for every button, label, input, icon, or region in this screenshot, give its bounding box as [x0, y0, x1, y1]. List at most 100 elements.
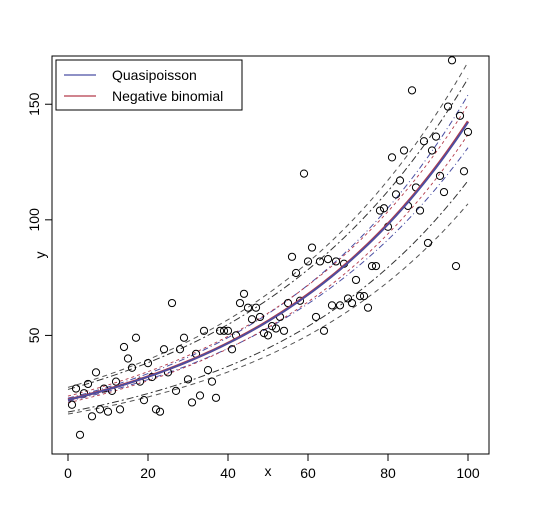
x-tick-label: 60: [300, 465, 316, 481]
data-point: [327, 301, 337, 310]
data-point: [451, 261, 461, 271]
data-point: [215, 326, 225, 335]
quasipoisson-upper-prediction: [67, 78, 469, 390]
data-point: [267, 322, 277, 331]
data-point: [455, 111, 465, 120]
data-point: [375, 206, 385, 215]
data-point: [291, 268, 301, 278]
data-point: [235, 298, 245, 308]
data-point: [175, 345, 185, 354]
data-point: [391, 190, 401, 199]
x-tick-label: 100: [456, 465, 480, 481]
data-point: [363, 303, 373, 312]
data-point: [259, 329, 269, 338]
quasipoisson-lower-prediction: [67, 180, 469, 413]
data-point: [355, 292, 365, 301]
data-point: [299, 169, 309, 178]
data-point: [295, 296, 305, 305]
data-point: [255, 312, 265, 322]
data-point: [347, 298, 357, 308]
data-point: [211, 393, 221, 402]
data-point: [91, 368, 101, 377]
data-point: [83, 379, 93, 389]
data-point: [427, 146, 437, 155]
data-point: [443, 102, 453, 111]
legend-label-negative-binomial: Negative binomial: [112, 88, 223, 104]
y-axis: 50 100 150: [26, 92, 53, 343]
data-point: [111, 377, 121, 386]
data-point: [207, 377, 217, 386]
data-point: [71, 384, 81, 393]
interval-bands: [67, 61, 469, 415]
data-point: [199, 326, 209, 335]
data-point: [127, 363, 137, 372]
data-point: [307, 243, 317, 252]
negative-binomial-lower-prediction: [67, 203, 469, 415]
negative-binomial-upper-confidence: [67, 104, 469, 397]
data-point: [343, 294, 353, 303]
data-point: [463, 127, 473, 137]
data-point: [95, 405, 105, 414]
x-tick-label: 20: [140, 465, 156, 481]
data-point: [379, 204, 389, 213]
data-point: [395, 176, 405, 185]
data-point: [171, 386, 181, 395]
quasipoisson-upper-confidence: [67, 94, 469, 399]
data-point: [251, 303, 261, 312]
data-point: [331, 257, 341, 266]
data-point: [419, 137, 429, 146]
data-point: [279, 326, 289, 335]
data-point: [203, 365, 213, 375]
quasipoisson-fit-line: [67, 121, 469, 401]
data-point: [423, 238, 433, 248]
data-point: [187, 398, 197, 407]
data-point: [271, 324, 281, 333]
data-point: [459, 167, 469, 176]
data-point: [239, 289, 249, 298]
data-point: [435, 171, 445, 180]
x-axis-label: x: [265, 463, 272, 479]
data-point: [131, 333, 141, 342]
data-point: [283, 298, 293, 308]
data-point: [219, 326, 229, 335]
y-tick-label: 150: [26, 92, 42, 116]
data-point: [287, 252, 297, 261]
data-point: [123, 354, 133, 363]
y-axis-label: y: [32, 252, 48, 259]
data-point: [155, 407, 165, 416]
data-point: [223, 326, 233, 335]
data-point: [75, 430, 85, 439]
data-point: [119, 342, 129, 352]
data-point: [387, 153, 397, 162]
data-point: [315, 257, 325, 266]
y-tick-label: 50: [26, 327, 42, 343]
data-points: [67, 56, 473, 439]
x-tick-label: 0: [64, 465, 72, 481]
data-point: [227, 345, 237, 354]
data-point: [311, 312, 321, 322]
fit-lines: [67, 120, 470, 401]
data-point: [183, 375, 193, 384]
legend: Quasipoisson Negative binomial: [55, 59, 243, 111]
legend-box: [55, 59, 243, 111]
data-point: [103, 407, 113, 416]
data-point: [159, 345, 169, 354]
data-point: [335, 301, 345, 310]
negative-binomial-upper-prediction: [67, 61, 469, 388]
data-point: [323, 255, 333, 264]
data-point: [167, 298, 177, 308]
data-point: [351, 275, 361, 285]
data-point: [67, 400, 77, 409]
data-point: [399, 146, 409, 155]
y-tick-label: 100: [26, 208, 42, 232]
x-axis: 0 20 40 60 80 100: [64, 453, 480, 481]
data-point: [243, 303, 253, 312]
data-point: [431, 132, 441, 141]
x-tick-label: 40: [220, 465, 236, 481]
data-point: [179, 333, 189, 342]
data-point: [151, 405, 161, 414]
data-point: [247, 315, 257, 324]
data-point: [367, 261, 377, 271]
data-point: [447, 56, 457, 65]
